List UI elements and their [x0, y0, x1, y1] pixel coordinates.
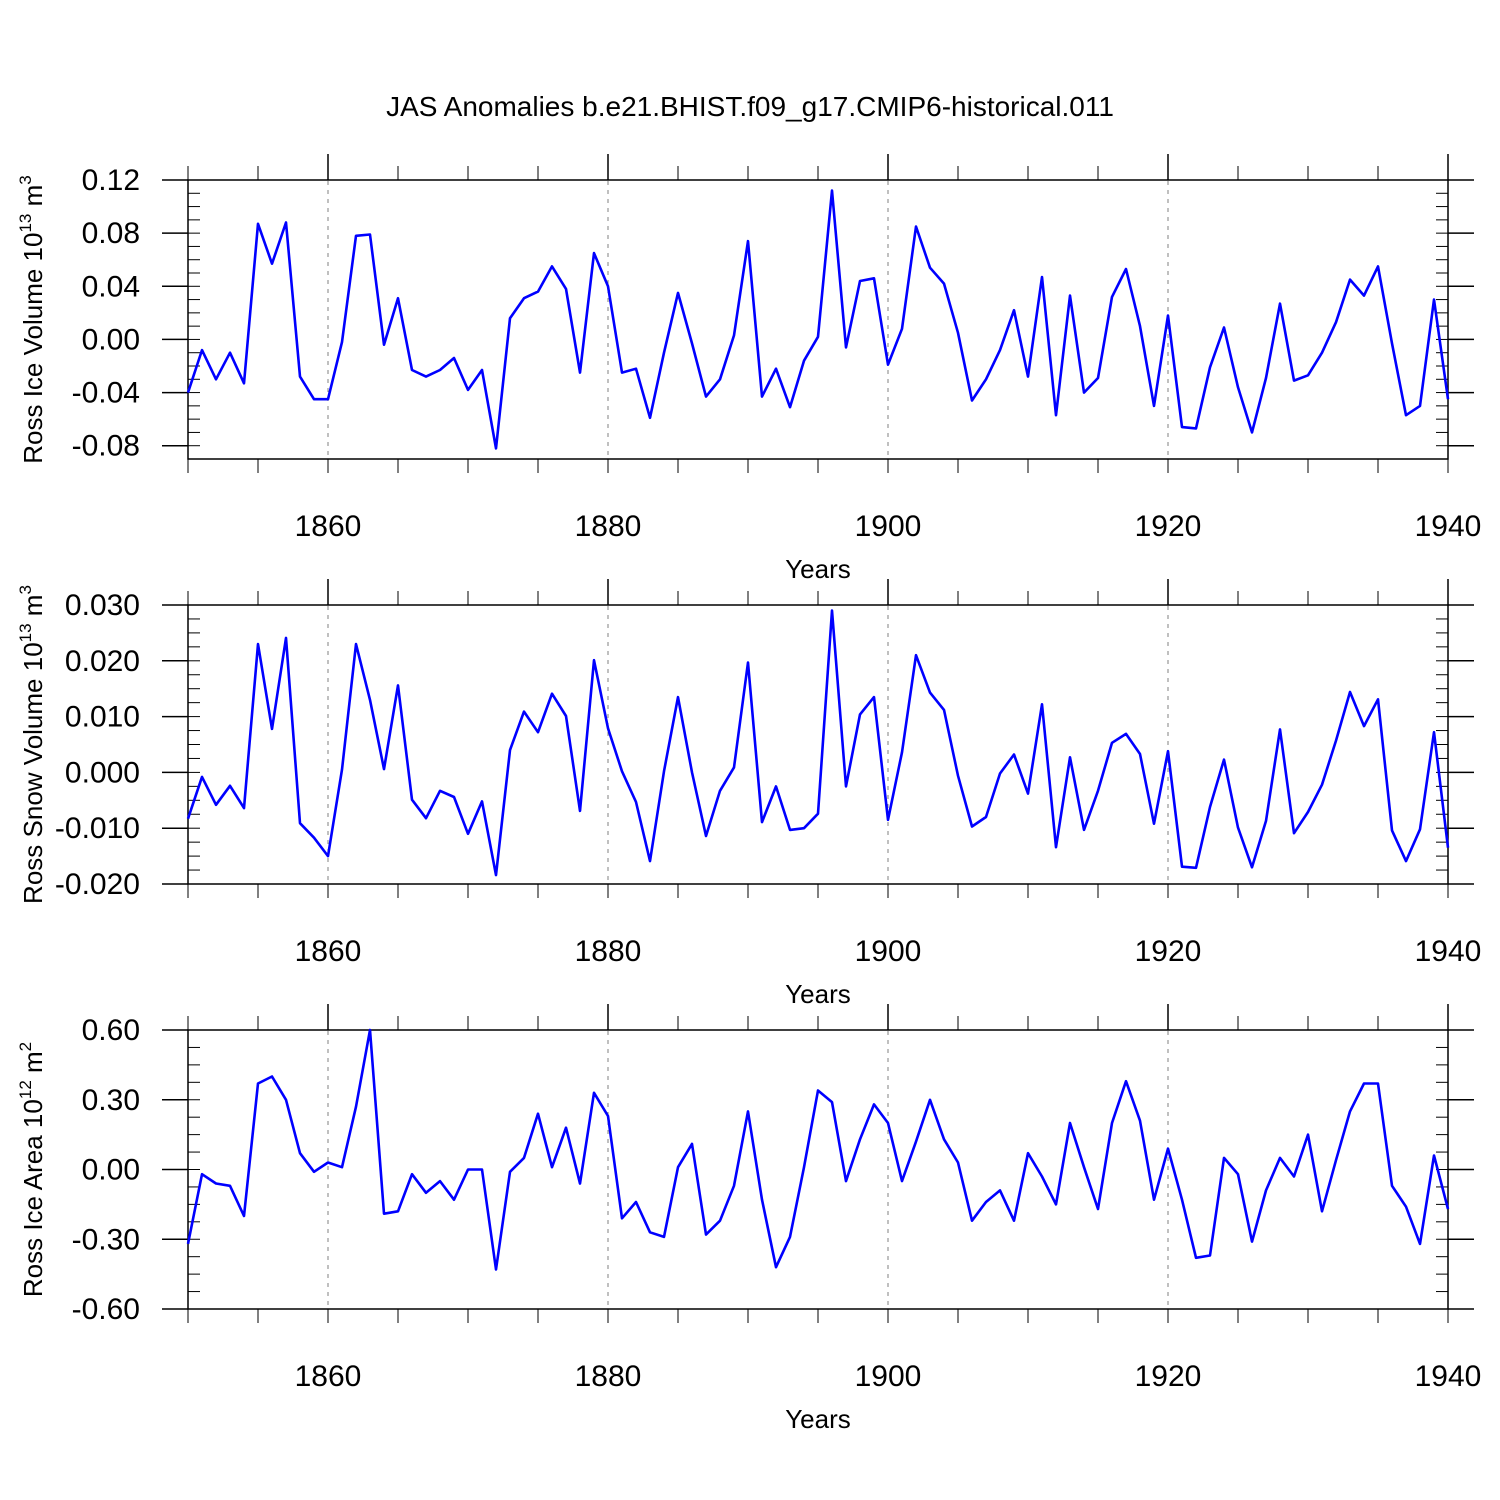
x-axis-label: Years — [785, 979, 851, 1009]
x-tick-label: 1880 — [575, 935, 642, 968]
y-tick-label: -0.04 — [72, 377, 140, 410]
y-tick-label: 0.00 — [82, 1154, 140, 1187]
y-axis-label-text: Ross Ice Area 10 — [18, 1099, 48, 1297]
y-tick-label: 0.020 — [65, 645, 140, 678]
y-tick-label: 0.010 — [65, 701, 140, 734]
y-tick-label: -0.08 — [72, 430, 140, 463]
y-tick-label: 0.12 — [82, 164, 140, 197]
y-axis-label-superscript: 3 — [16, 585, 35, 594]
x-axis-label: Years — [785, 554, 851, 584]
y-tick-label: -0.010 — [55, 812, 140, 845]
x-tick-label: 1900 — [855, 1360, 922, 1393]
y-axis-label-superscript: 13 — [16, 214, 35, 233]
y-axis-label-superscript: 2 — [16, 1042, 35, 1051]
y-tick-label: 0.60 — [82, 1014, 140, 1047]
x-tick-label: 1920 — [1135, 935, 1202, 968]
y-axis-label-text: m — [18, 1051, 48, 1080]
y-axis-label: Ross Snow Volume 1013 m3 — [16, 585, 48, 904]
x-tick-label: 1880 — [575, 510, 642, 543]
series-line-ross-ice-volume — [186, 189, 1450, 450]
y-tick-label: -0.020 — [55, 868, 140, 901]
y-tick-label: 0.030 — [65, 589, 140, 622]
x-tick-label: 1860 — [295, 935, 362, 968]
figure-title: JAS Anomalies b.e21.BHIST.f09_g17.CMIP6-… — [386, 91, 1114, 122]
x-tick-label: 1860 — [295, 510, 362, 543]
y-axis-label-text: m — [18, 185, 48, 214]
y-axis-label-superscript: 3 — [16, 175, 35, 184]
x-tick-label: 1900 — [855, 935, 922, 968]
x-axis-label: Years — [785, 1404, 851, 1434]
y-axis-label-superscript: 12 — [16, 1080, 35, 1099]
y-tick-label: 0.00 — [82, 323, 140, 356]
y-axis-label-superscript: 13 — [16, 623, 35, 642]
x-tick-label: 1940 — [1415, 510, 1482, 543]
y-axis-label-text: m — [18, 595, 48, 624]
x-tick-label: 1920 — [1135, 1360, 1202, 1393]
panel-3: 0.60 0.30 0.00 -0.30 -0.60 1860 1880 1900 1920 19… — [16, 1004, 1481, 1434]
y-tick-label: 0.30 — [82, 1084, 140, 1117]
panel-1: 0.12 0.08 0.04 0.00 -0.04 -0.08 1860 1880 1900 19… — [16, 154, 1481, 584]
x-tick-label: 1880 — [575, 1360, 642, 1393]
x-tick-label: 1900 — [855, 510, 922, 543]
series-line-ross-ice-area — [186, 1028, 1450, 1271]
series-line-ross-snow-volume — [186, 609, 1450, 877]
y-tick-label: 0.08 — [82, 217, 140, 250]
y-axis-label-text: Ross Ice Volume 10 — [18, 233, 48, 464]
y-axis-label: Ross Ice Volume 1013 m3 — [16, 175, 48, 464]
x-tick-label: 1860 — [295, 1360, 362, 1393]
y-tick-label: -0.60 — [72, 1293, 140, 1326]
panel-2: 0.030 0.020 0.010 0.000 -0.010 -0.020 1860 1880… — [16, 579, 1481, 1009]
x-tick-label: 1920 — [1135, 510, 1202, 543]
x-tick-label: 1940 — [1415, 1360, 1482, 1393]
y-axis-label-text: Ross Snow Volume 10 — [18, 642, 48, 904]
y-tick-label: 0.04 — [82, 270, 140, 303]
panels: 0.12 0.08 0.04 0.00 -0.04 -0.08 1860 1880 1900 19… — [16, 154, 1481, 1434]
y-tick-label: -0.30 — [72, 1223, 140, 1256]
x-tick-label: 1940 — [1415, 935, 1482, 968]
y-axis-label: Ross Ice Area 1012 m2 — [16, 1042, 48, 1297]
y-tick-label: 0.000 — [65, 756, 140, 789]
